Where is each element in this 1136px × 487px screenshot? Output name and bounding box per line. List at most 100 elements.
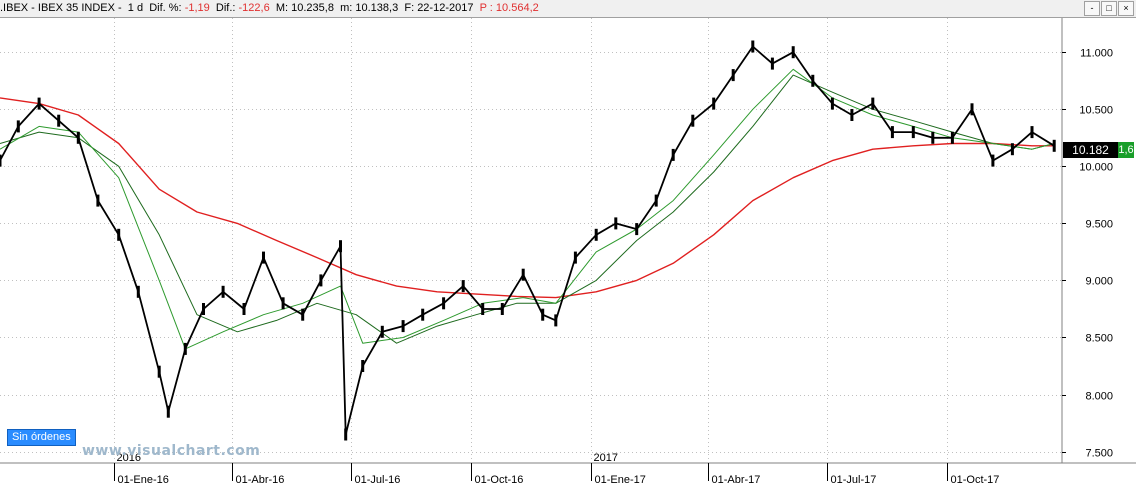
y-tick-label: 9.000 [1085,276,1113,288]
x-tick-label: 01-Ene-16 [118,474,169,486]
date-label: F: [404,2,415,14]
price-candle [654,194,658,207]
min-value: 10.138,3 [355,2,399,14]
price-candle [421,308,425,321]
price-candle [594,228,598,241]
price-candle [242,303,246,315]
price-candle [57,114,61,127]
price-candle [712,97,716,110]
y-tick-label: 11.000 [1080,48,1113,60]
p-value: 10.564,2 [495,2,539,14]
price-candle [871,97,875,110]
price-candle [117,228,121,241]
x-tick-label: 01-Oct-16 [475,474,524,486]
price-candle [635,223,639,236]
x-tick-label: 01-Ene-17 [595,474,646,486]
series-line-ma-short [0,68,1055,350]
dif-pct-label: Dif. %: [149,2,182,14]
price-candle [671,148,675,161]
dif-pct-value: -1,19 [184,2,210,14]
price-candle [262,251,265,264]
price-candle [791,46,795,59]
price-candle [614,217,618,230]
series-line-price [0,45,1055,436]
price-candle [691,114,695,127]
close-icon[interactable]: × [1118,1,1134,16]
price-candle [37,97,41,110]
price-candle [96,194,100,207]
dif-value: -122,6 [238,2,270,14]
y-tick-label: 8.500 [1085,333,1113,345]
price-candle [301,308,305,321]
series-line-ma-long [0,97,1055,299]
price-candle [950,131,954,144]
price-candle [136,285,140,298]
price-candle [157,365,161,378]
instrument-name: IBEX 35 INDEX [37,2,115,14]
last-price-badge: 10.182 [1063,142,1118,158]
x-tick-label: 01-Jul-16 [355,474,401,486]
price-candle [183,342,187,355]
price-candle [339,240,342,253]
y-tick-label: 10.500 [1079,105,1113,117]
price-candle [890,126,894,139]
price-candle [911,126,915,139]
price-candle [281,297,285,310]
year-label: 2017 [594,452,618,464]
dif-label: Dif.: [215,2,236,14]
y-tick-label: 9.500 [1085,219,1113,231]
price-candle [344,428,348,441]
max-label: M: [275,2,289,14]
price-candle [751,40,755,53]
year-label: 2016 [117,452,141,464]
p-label: P : [479,2,493,14]
x-tick-label: 01-Abr-16 [236,474,285,486]
price-candle [573,251,577,264]
date-value: 22-12-2017 [417,2,474,14]
watermark: www.visualchart.com [82,443,261,459]
x-tick-label: 01-Abr-17 [712,474,761,486]
price-candle [554,314,558,327]
price-candle [830,97,834,110]
orders-button[interactable]: Sin órdenes [7,429,76,446]
series-line-ma-medium [0,74,1055,344]
price-candle [541,308,545,321]
price-candle [1030,126,1034,139]
price-candle [166,405,170,418]
y-tick-label: 8.000 [1085,391,1113,403]
price-candle [991,154,995,167]
price-candle [931,131,935,144]
price-candle [0,154,2,167]
price-candle [1052,139,1056,152]
price-candle [221,285,225,298]
price-candle [442,297,446,310]
price-candle [481,303,485,315]
chart-header: .IBEX - IBEX 35 INDEX - 1 d Dif. %: -1,1… [0,0,1136,18]
minimize-icon[interactable]: - [1084,1,1100,16]
price-candle [850,109,854,121]
y-tick-label: 10.000 [1079,162,1113,174]
x-tick-label: 01-Jul-17 [831,474,877,486]
price-candle [380,325,384,338]
price-candle [970,103,974,116]
max-value: 10.235,8 [291,2,334,14]
price-candle [16,120,20,133]
price-candle [361,360,365,372]
price-candle [461,280,465,293]
last-change-badge: 1,6 [1118,142,1134,158]
price-candle [770,57,774,70]
price-candle [1010,143,1014,156]
price-candle [811,74,815,87]
window-controls: - □ × [1083,1,1134,16]
y-tick-label: 7.500 [1085,448,1113,460]
price-candle [401,320,405,333]
price-candle [76,131,80,144]
price-candle [319,274,323,287]
price-candle [202,303,205,315]
price-candle [731,69,735,82]
maximize-icon[interactable]: □ [1101,1,1117,16]
symbol-label: .IBEX [0,2,29,14]
timeframe-label[interactable]: 1 d [127,2,144,14]
